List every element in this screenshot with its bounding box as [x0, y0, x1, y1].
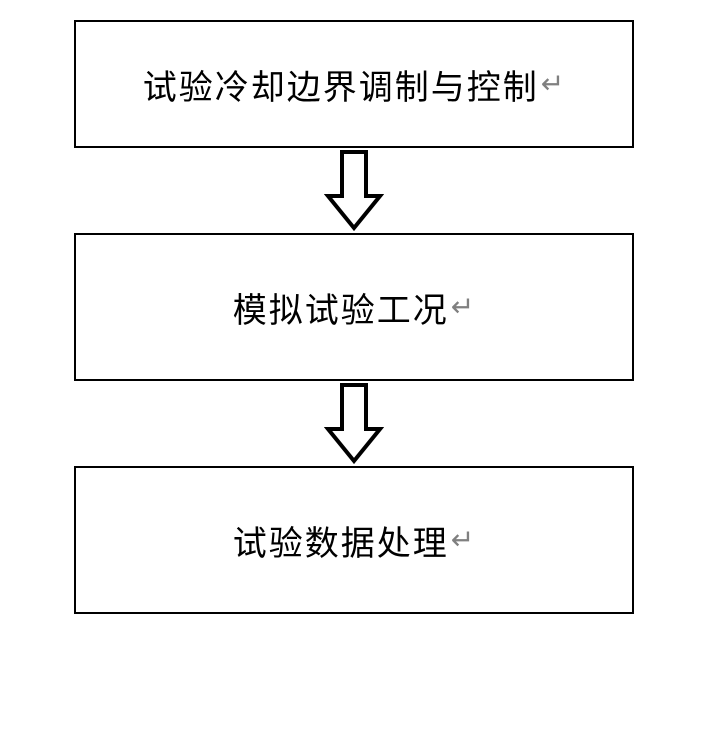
arrow-2 [324, 381, 384, 466]
flow-box-2-label: 模拟试验工况 [233, 283, 449, 332]
flow-box-3: 试验数据处理 ↵ [74, 466, 634, 614]
arrow-1 [324, 148, 384, 233]
down-arrow-icon [324, 148, 384, 233]
flow-box-1: 试验冷却边界调制与控制 ↵ [74, 20, 634, 148]
flow-box-1-label: 试验冷却边界调制与控制 [143, 60, 539, 109]
flow-box-3-label: 试验数据处理 [233, 516, 449, 565]
flow-box-2: 模拟试验工况 ↵ [74, 233, 634, 381]
return-mark-icon: ↵ [451, 523, 474, 557]
return-mark-icon: ↵ [451, 290, 474, 324]
down-arrow-icon [324, 381, 384, 466]
return-mark-icon: ↵ [541, 67, 564, 101]
